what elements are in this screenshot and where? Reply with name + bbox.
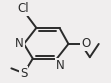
- Text: S: S: [20, 67, 28, 80]
- Text: Cl: Cl: [18, 2, 29, 15]
- Text: N: N: [56, 59, 65, 72]
- Text: N: N: [15, 37, 24, 50]
- Text: O: O: [81, 37, 90, 50]
